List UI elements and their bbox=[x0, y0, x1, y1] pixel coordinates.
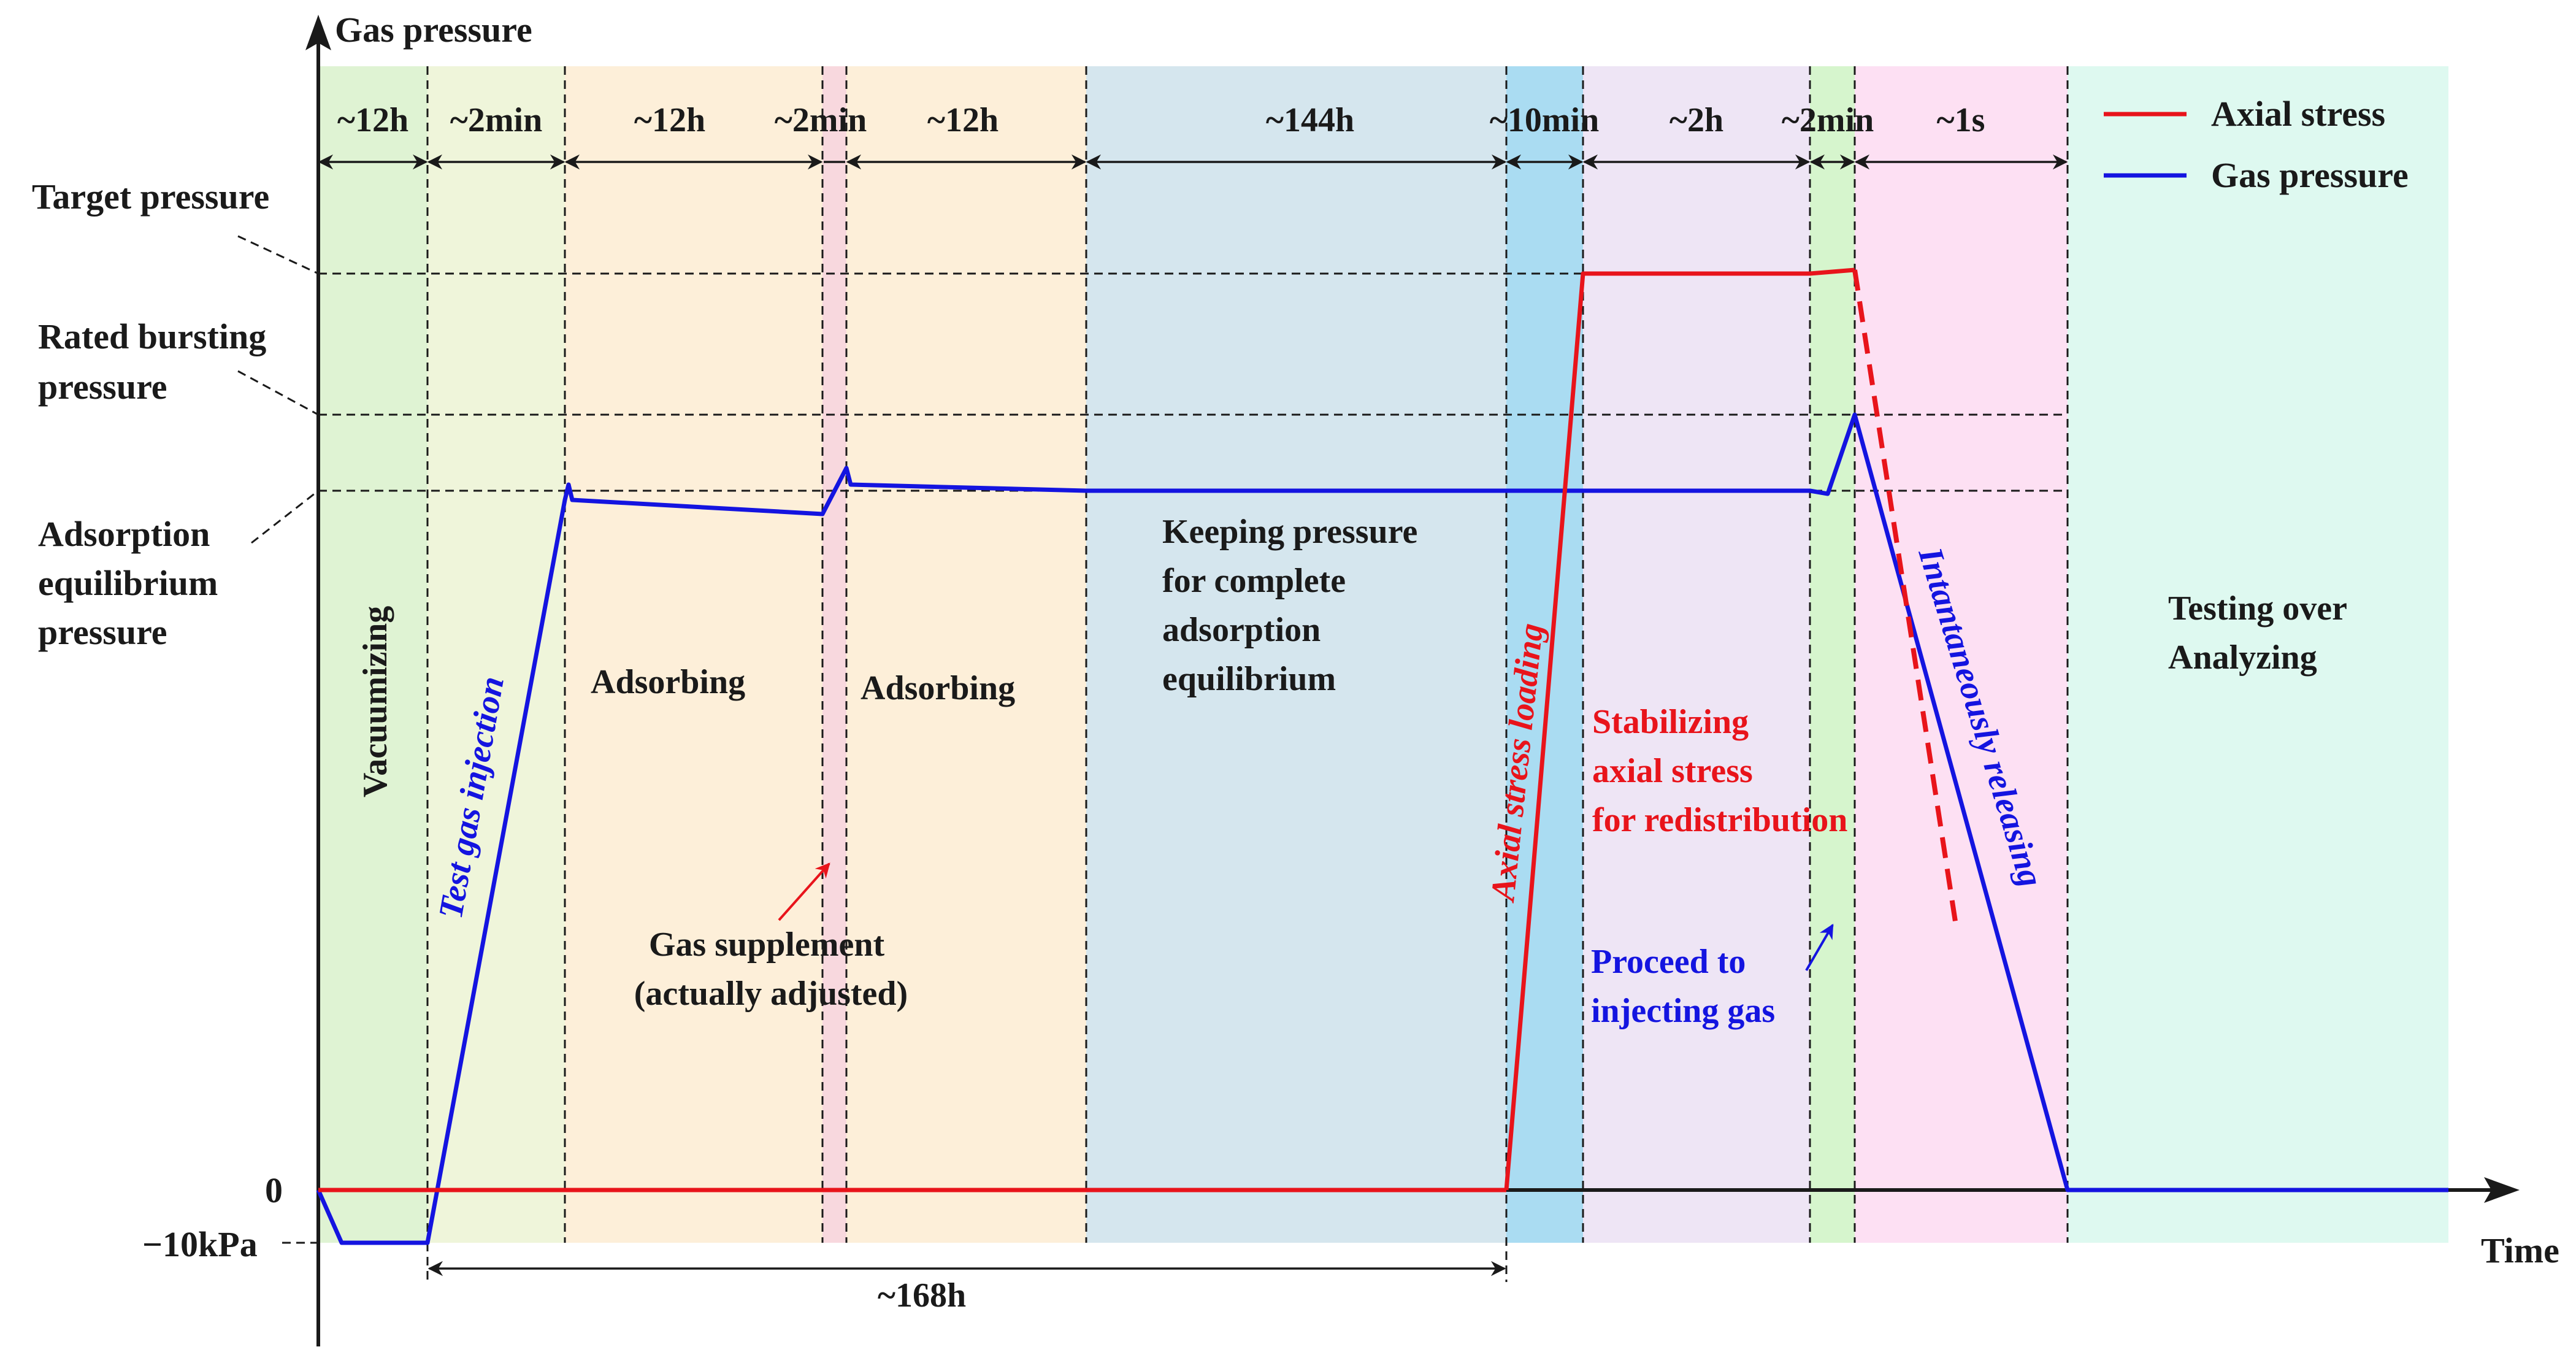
duration-label: ~10min bbox=[1490, 101, 1599, 139]
band-proceed bbox=[1810, 66, 1855, 1243]
y-tick-adsorption-line: Adsorption bbox=[38, 514, 210, 554]
gas-pressure-curve bbox=[316, 412, 2448, 1245]
duration-label: ~12h bbox=[337, 101, 408, 139]
phase-label-stabilizing: Stabilizing axial stress for redistribut… bbox=[1592, 703, 1847, 839]
band-adsorbing-2 bbox=[846, 66, 1086, 1243]
phase-bands bbox=[318, 66, 2448, 1243]
phase-label-adsorbing-2: Adsorbing bbox=[861, 669, 1015, 707]
band-keeping bbox=[1086, 66, 1506, 1243]
duration-label: ~2min bbox=[775, 101, 867, 139]
y-tick-rated-line: pressure bbox=[38, 367, 167, 407]
phase-label-testing: Testing over Analyzing bbox=[2168, 589, 2355, 677]
phase-dividers bbox=[426, 66, 2069, 1282]
y-tick-zero: 0 bbox=[265, 1170, 283, 1210]
duration-label: ~2h bbox=[1669, 101, 1723, 139]
duration-label: ~2min bbox=[1782, 101, 1874, 139]
annotation-proceed-line: injecting gas bbox=[1591, 992, 1775, 1030]
y-tick-negative: −10kPa bbox=[142, 1224, 258, 1264]
target-leader bbox=[237, 235, 319, 275]
y-tick-target: Target pressure bbox=[32, 177, 269, 217]
duration-label: ~12h bbox=[634, 101, 705, 139]
proceed-pointer bbox=[1805, 923, 1834, 972]
annotations: Gas supplement (actually adjusted) Proce… bbox=[634, 862, 1834, 1030]
band-testing bbox=[2068, 66, 2448, 1243]
supplement-pointer bbox=[778, 862, 830, 921]
phase-label-adsorbing-1: Adsorbing bbox=[591, 663, 745, 701]
phase-label-keeping-line: for complete bbox=[1162, 562, 1346, 600]
y-tick-adsorption-line: pressure bbox=[38, 612, 167, 652]
y-tick-rated: Rated bursting pressure bbox=[38, 317, 275, 407]
legend-axial-label: Axial stress bbox=[2211, 94, 2385, 134]
phase-label-stabilizing-line: for redistribution bbox=[1592, 801, 1847, 839]
phase-label-vacuumizing: Vacuumizing bbox=[356, 606, 394, 797]
annotation-supplement-line: Gas supplement bbox=[649, 926, 885, 964]
annotation-supplement: Gas supplement (actually adjusted) bbox=[634, 926, 908, 1013]
x-axis-arrowhead bbox=[2484, 1177, 2520, 1203]
y-axis-arrowhead bbox=[305, 15, 331, 50]
y-axis-title: Gas pressure bbox=[335, 10, 532, 50]
adsorption-leader bbox=[251, 490, 319, 544]
phase-label-keeping-line: Keeping pressure bbox=[1162, 513, 1417, 551]
axial-stress-release-dashed bbox=[1852, 269, 1959, 930]
phase-label-keeping: Keeping pressure for complete adsorption… bbox=[1162, 513, 1426, 698]
duration-arrows bbox=[318, 154, 2068, 1283]
total-duration-label: ~168h bbox=[878, 1277, 966, 1315]
axis-labels: Gas pressure Time Target pressure Rated … bbox=[32, 10, 2559, 1270]
phase-label-stabilizing-line: axial stress bbox=[1592, 752, 1753, 790]
axial-stress-curve bbox=[1504, 267, 1855, 1191]
annotation-proceed-line: Proceed to bbox=[1591, 943, 1746, 981]
y-tick-adsorption: Adsorption equilibrium pressure bbox=[38, 514, 227, 652]
phase-label-testing-line: Analyzing bbox=[2168, 639, 2317, 677]
y-tick-adsorption-line: equilibrium bbox=[38, 563, 218, 603]
legend-gas-label: Gas pressure bbox=[2211, 155, 2409, 195]
annotation-proceed: Proceed to injecting gas bbox=[1591, 943, 1775, 1030]
phase-label-keeping-line: equilibrium bbox=[1162, 660, 1336, 698]
band-releasing bbox=[1855, 66, 2068, 1243]
band-stabilizing bbox=[1583, 66, 1810, 1243]
duration-label: ~1s bbox=[1937, 101, 1985, 139]
band-adsorbing-1 bbox=[565, 66, 822, 1243]
rated-leader bbox=[237, 370, 319, 416]
band-supplement bbox=[822, 66, 846, 1243]
duration-label: ~144h bbox=[1266, 101, 1354, 139]
band-injection bbox=[427, 66, 565, 1243]
y-tick-rated-line: Rated bursting bbox=[38, 317, 266, 356]
phase-label-stabilizing-line: Stabilizing bbox=[1592, 703, 1749, 741]
phase-label-testing-line: Testing over bbox=[2168, 589, 2347, 628]
x-axis-title: Time bbox=[2481, 1231, 2559, 1270]
duration-label: ~2min bbox=[450, 101, 542, 139]
band-vacuumizing bbox=[318, 66, 427, 1243]
duration-label: ~12h bbox=[927, 101, 999, 139]
annotation-supplement-line: (actually adjusted) bbox=[634, 975, 908, 1013]
legend: Axial stress Gas pressure bbox=[2104, 94, 2409, 195]
duration-labels: ~12h ~2min ~12h ~2min ~12h ~144h ~10min … bbox=[337, 101, 1985, 1315]
phase-label-keeping-line: adsorption bbox=[1162, 611, 1321, 649]
